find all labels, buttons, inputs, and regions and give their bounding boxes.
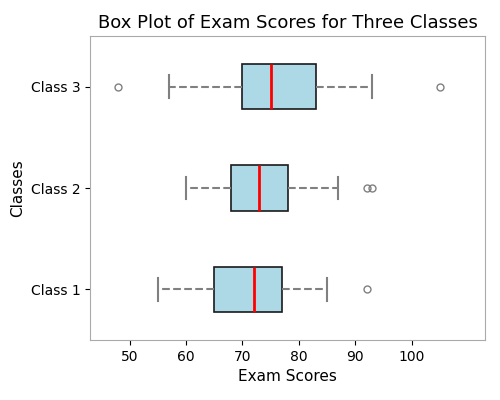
X-axis label: Exam Scores: Exam Scores xyxy=(238,369,337,384)
PathPatch shape xyxy=(231,165,287,211)
PathPatch shape xyxy=(214,266,282,312)
Title: Box Plot of Exam Scores for Three Classes: Box Plot of Exam Scores for Three Classe… xyxy=(98,14,478,32)
PathPatch shape xyxy=(242,64,316,110)
Y-axis label: Classes: Classes xyxy=(10,159,25,217)
